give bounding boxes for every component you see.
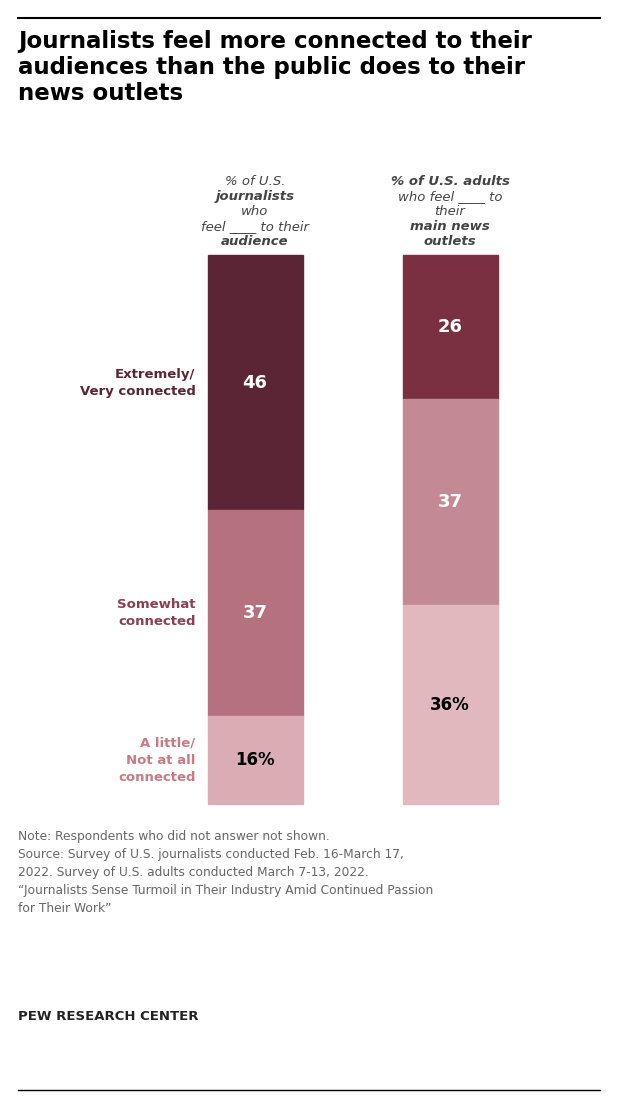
Text: audience: audience — [221, 235, 289, 248]
Text: their: their — [434, 205, 465, 218]
Text: Journalists feel more connected to their: Journalists feel more connected to their — [18, 30, 532, 53]
Text: Somewhat
connected: Somewhat connected — [117, 598, 195, 628]
Text: feel ____ to their: feel ____ to their — [201, 220, 309, 233]
Text: who: who — [241, 205, 269, 218]
Bar — [402, 399, 497, 605]
Bar — [402, 255, 497, 399]
Text: main news: main news — [410, 220, 490, 233]
Text: PEW RESEARCH CENTER: PEW RESEARCH CENTER — [18, 1010, 198, 1023]
Text: journalists: journalists — [216, 189, 295, 203]
Text: Note: Respondents who did not answer not shown.
Source: Survey of U.S. journalis: Note: Respondents who did not answer not… — [18, 830, 433, 915]
Text: 26: 26 — [438, 318, 462, 336]
Bar — [208, 255, 302, 511]
Text: 37: 37 — [242, 604, 268, 622]
Bar — [402, 605, 497, 804]
Text: Extremely/
Very connected: Extremely/ Very connected — [80, 368, 195, 398]
Text: 36%: 36% — [430, 696, 470, 714]
Text: 37: 37 — [438, 493, 462, 511]
Bar — [208, 716, 302, 804]
Bar — [208, 511, 302, 716]
Text: 16%: 16% — [235, 751, 275, 769]
Text: news outlets: news outlets — [18, 82, 183, 105]
Text: outlets: outlets — [424, 235, 476, 248]
Text: 46: 46 — [242, 373, 268, 391]
Text: A little/
Not at all
connected: A little/ Not at all connected — [118, 737, 195, 783]
Text: % of U.S.: % of U.S. — [225, 175, 286, 188]
Text: who feel ____ to: who feel ____ to — [398, 189, 502, 203]
Text: % of U.S. adults: % of U.S. adults — [391, 175, 509, 188]
Text: audiences than the public does to their: audiences than the public does to their — [18, 57, 525, 79]
